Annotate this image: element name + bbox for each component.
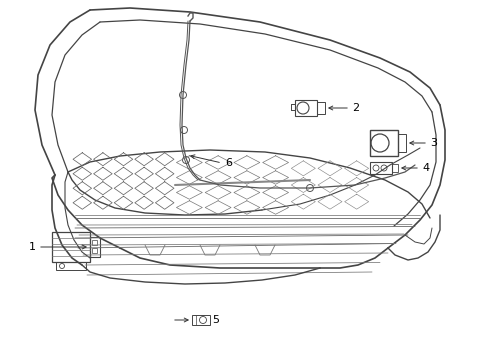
Bar	[192, 315, 210, 325]
Bar	[370, 130, 398, 156]
Bar	[92, 248, 97, 253]
Text: 5: 5	[212, 315, 219, 325]
Bar	[92, 240, 97, 245]
Text: 2: 2	[352, 103, 359, 113]
Text: 3: 3	[430, 138, 437, 148]
Bar	[398, 134, 406, 152]
Text: 6: 6	[225, 158, 232, 168]
Text: 4: 4	[422, 163, 429, 173]
Bar	[370, 162, 392, 174]
Bar	[56, 262, 86, 270]
Bar	[295, 100, 317, 116]
Text: 1: 1	[29, 242, 36, 252]
Bar	[317, 102, 325, 114]
Bar	[90, 237, 100, 257]
Bar	[52, 232, 90, 262]
Bar	[392, 164, 398, 172]
